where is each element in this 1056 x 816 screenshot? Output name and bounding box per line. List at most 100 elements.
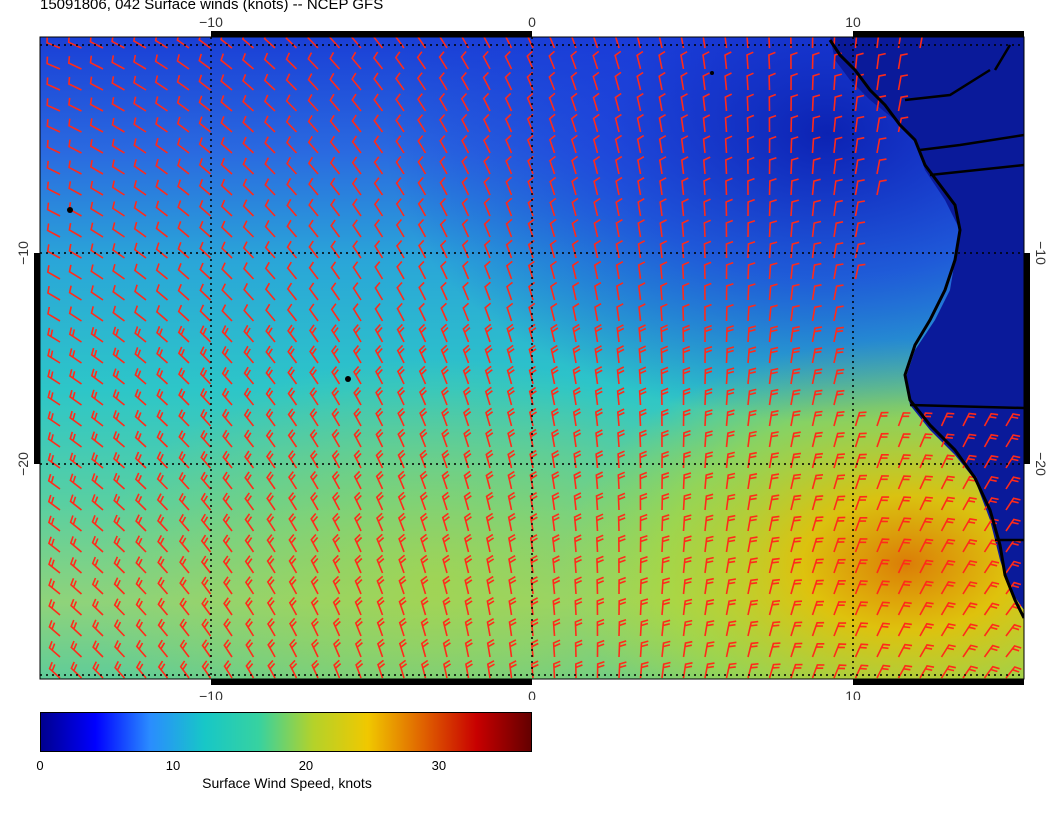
wind-barb (439, 134, 448, 154)
wind-barb (373, 198, 384, 217)
wind-barb (265, 387, 276, 406)
wind-barb (704, 409, 713, 427)
wind-barb (833, 580, 846, 595)
wind-barb (594, 366, 603, 385)
wind-barb (572, 302, 580, 322)
wind-barb (307, 135, 319, 154)
wind-barb (395, 135, 405, 154)
wind-barb (940, 581, 956, 595)
wind-barb (790, 199, 800, 217)
wind-barb (508, 597, 517, 616)
wind-barb (420, 533, 429, 553)
wind-barb (375, 428, 384, 448)
wind-barb (114, 640, 126, 658)
wind-barb (790, 494, 802, 511)
wind-barb (68, 76, 82, 91)
wind-barb (288, 554, 298, 574)
wind-barb (134, 451, 147, 469)
wind-barb (703, 177, 711, 196)
wind-barb (660, 387, 669, 406)
wind-barb (331, 470, 341, 490)
wind-barb (660, 303, 668, 322)
wind-barb (876, 601, 890, 616)
wind-barb (242, 94, 255, 112)
wind-barb (266, 450, 276, 469)
wind-barb (725, 325, 734, 343)
wind-barb (659, 198, 667, 217)
wind-barb (419, 449, 428, 469)
wind-barb (353, 386, 362, 406)
wind-barb (287, 366, 298, 385)
wind-barb (876, 622, 890, 637)
wind-barb (244, 534, 255, 553)
wind-barb (983, 455, 999, 469)
wind-barb (897, 74, 909, 91)
wind-barb (484, 323, 493, 343)
wind-barb (790, 51, 798, 70)
wind-barb (876, 454, 889, 469)
wind-barb (397, 386, 406, 406)
wind-barb (548, 50, 556, 70)
wind-barb (395, 114, 405, 133)
wind-barb (353, 407, 362, 427)
wind-barb (768, 473, 780, 490)
wind-barb (833, 37, 836, 49)
wind-barb (768, 135, 777, 154)
wind-barb (768, 262, 778, 280)
wind-barb (177, 263, 190, 280)
wind-barb (681, 282, 690, 301)
wind-barb (397, 512, 406, 532)
wind-barb (485, 449, 494, 469)
wind-barb (661, 450, 669, 469)
wind-barb (47, 452, 61, 469)
wind-barb (507, 428, 516, 448)
wind-barb (420, 617, 429, 637)
wind-barb (440, 281, 448, 301)
wind-barb (243, 429, 255, 448)
wind-barb (659, 219, 667, 238)
wind-barb (460, 50, 470, 70)
wind-barb (354, 533, 363, 553)
wind-barb (747, 346, 757, 364)
wind-barb (373, 93, 384, 112)
wind-barb (289, 617, 298, 637)
wind-barb (47, 473, 61, 490)
wind-barb (396, 323, 405, 343)
wind-barb (594, 303, 602, 322)
wind-barb (897, 622, 912, 637)
wind-barb (746, 93, 755, 112)
wind-barb (355, 659, 364, 679)
wind-barb (310, 512, 319, 532)
wind-barb (768, 410, 779, 427)
wind-barb (266, 471, 276, 490)
wind-barb (854, 263, 866, 280)
wind-barb (91, 535, 104, 553)
wind-barb (329, 177, 341, 196)
wind-barb (919, 644, 935, 658)
wind-barb (112, 243, 125, 259)
wind-barb (264, 115, 276, 133)
wind-barb (747, 578, 759, 595)
wind-barb (352, 303, 362, 322)
wind-barb (198, 53, 211, 70)
wind-barb (91, 556, 104, 574)
wind-barb (854, 37, 858, 49)
wind-barb (548, 113, 556, 133)
wind-barb (702, 37, 706, 49)
wind-barb (1005, 666, 1022, 679)
wind-barb (919, 559, 934, 574)
wind-barb (67, 37, 82, 49)
wind-barb (417, 197, 427, 217)
wind-barb (309, 324, 319, 343)
wind-barb (376, 554, 385, 574)
wind-barb (833, 643, 847, 658)
wind-barb (287, 387, 298, 406)
wind-barb (661, 556, 670, 574)
wind-barb (157, 535, 169, 553)
wind-barb (69, 431, 82, 448)
wind-barb (768, 199, 777, 217)
wind-barb (617, 513, 626, 532)
wind-barb (266, 492, 276, 511)
wind-barb (725, 409, 735, 427)
wind-barb (962, 623, 978, 637)
